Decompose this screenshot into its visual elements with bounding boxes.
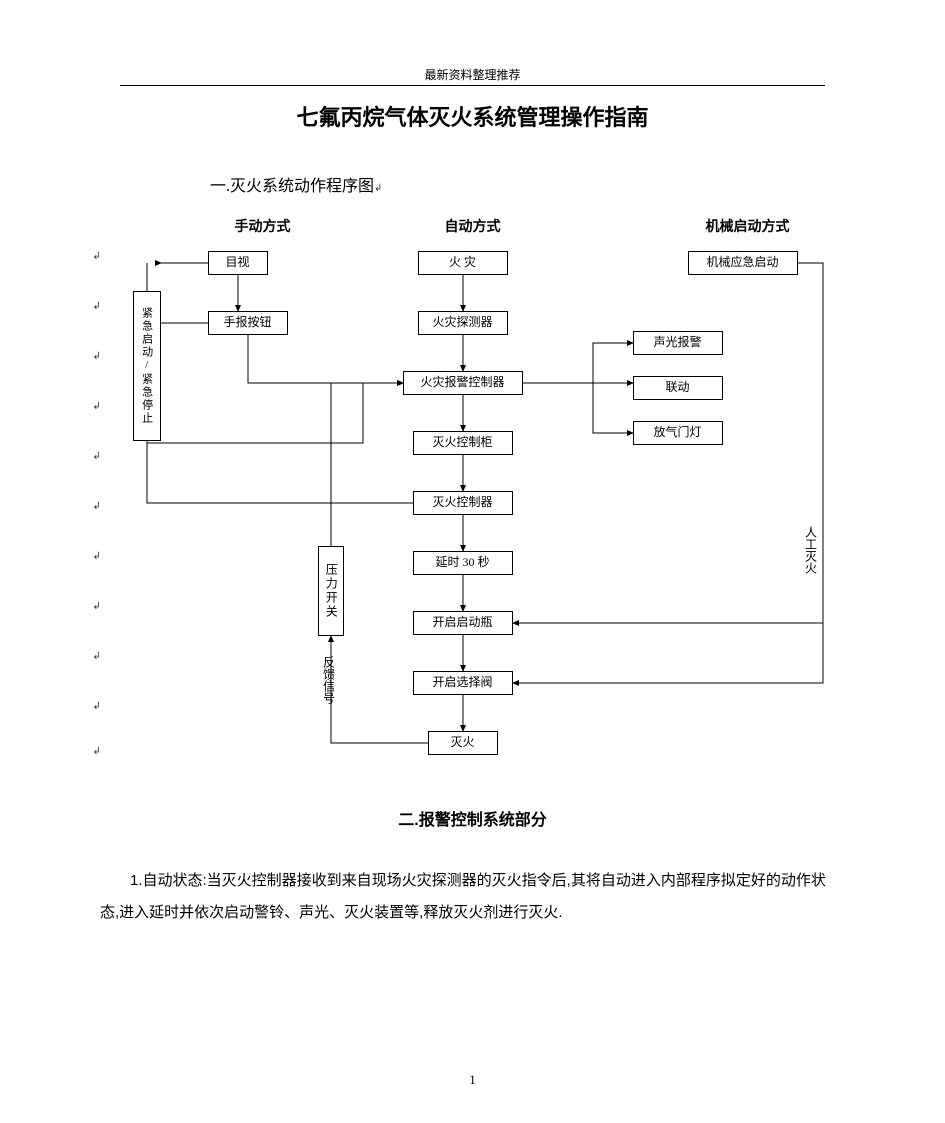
node-alarm-ctrl: 火灾报警控制器 xyxy=(403,371,523,395)
label-manual-ext: 人工灭火 xyxy=(803,526,820,574)
label-feedback: 反馈信号 xyxy=(321,656,338,704)
page-title: 七氟丙烷气体灭火系统管理操作指南 xyxy=(100,100,845,132)
node-detector: 火灾探测器 xyxy=(418,311,508,335)
node-mech-emerg: 机械应急启动 xyxy=(688,251,798,275)
para-mark: ↲ xyxy=(93,651,101,662)
section-2-title: 二.报警控制系统部分 xyxy=(100,806,845,830)
flowchart-diagram: 手动方式 自动方式 机械启动方式 ↲ ↲ ↲ ↲ ↲ ↲ ↲ ↲ ↲ ↲ ↲ 紧… xyxy=(103,216,843,776)
col-mech: 机械启动方式 xyxy=(693,216,803,236)
para-mark: ↲ xyxy=(93,451,101,462)
node-open-select: 开启选择阀 xyxy=(413,671,513,695)
para-mark: ↲ xyxy=(93,746,101,757)
section-1-title: 一.灭火系统动作程序图↲ xyxy=(210,172,845,196)
para-mark: ↲ xyxy=(93,251,101,262)
node-fire: 火 灾 xyxy=(418,251,508,275)
node-sound-light: 声光报警 xyxy=(633,331,723,355)
node-ext-cabinet: 灭火控制柜 xyxy=(413,431,513,455)
page-number: 1 xyxy=(0,1072,945,1088)
para-mark: ↲ xyxy=(93,551,101,562)
para-mark: ↲ xyxy=(93,601,101,612)
paragraph-mark: ↲ xyxy=(374,183,382,194)
para-mark: ↲ xyxy=(93,701,101,712)
para-mark: ↲ xyxy=(93,501,101,512)
para-mark: ↲ xyxy=(93,301,101,312)
node-open-start: 开启启动瓶 xyxy=(413,611,513,635)
section-1-text: 一.灭火系统动作程序图 xyxy=(210,178,374,195)
node-gas-lamp: 放气门灯 xyxy=(633,421,723,445)
node-delay: 延时 30 秒 xyxy=(413,551,513,575)
page-header: 最新资料整理推荐 xyxy=(120,66,825,86)
node-eye: 目视 xyxy=(208,251,268,275)
paragraph-1: 1.自动状态:当灭火控制器接收到来自现场火灾探测器的灭火指令后,其将自动进入内部… xyxy=(100,865,845,928)
node-linkage: 联动 xyxy=(633,376,723,400)
para-mark: ↲ xyxy=(93,351,101,362)
node-emergency: 紧急启动/紧急停止 xyxy=(133,291,161,441)
node-hand-btn: 手报按钮 xyxy=(208,311,288,335)
node-ext-ctrl: 灭火控制器 xyxy=(413,491,513,515)
col-auto: 自动方式 xyxy=(433,216,513,236)
para-mark: ↲ xyxy=(93,401,101,412)
col-manual: 手动方式 xyxy=(223,216,303,236)
node-pressure: 压力开关 xyxy=(318,546,344,636)
node-extinguish: 灭火 xyxy=(428,731,498,755)
